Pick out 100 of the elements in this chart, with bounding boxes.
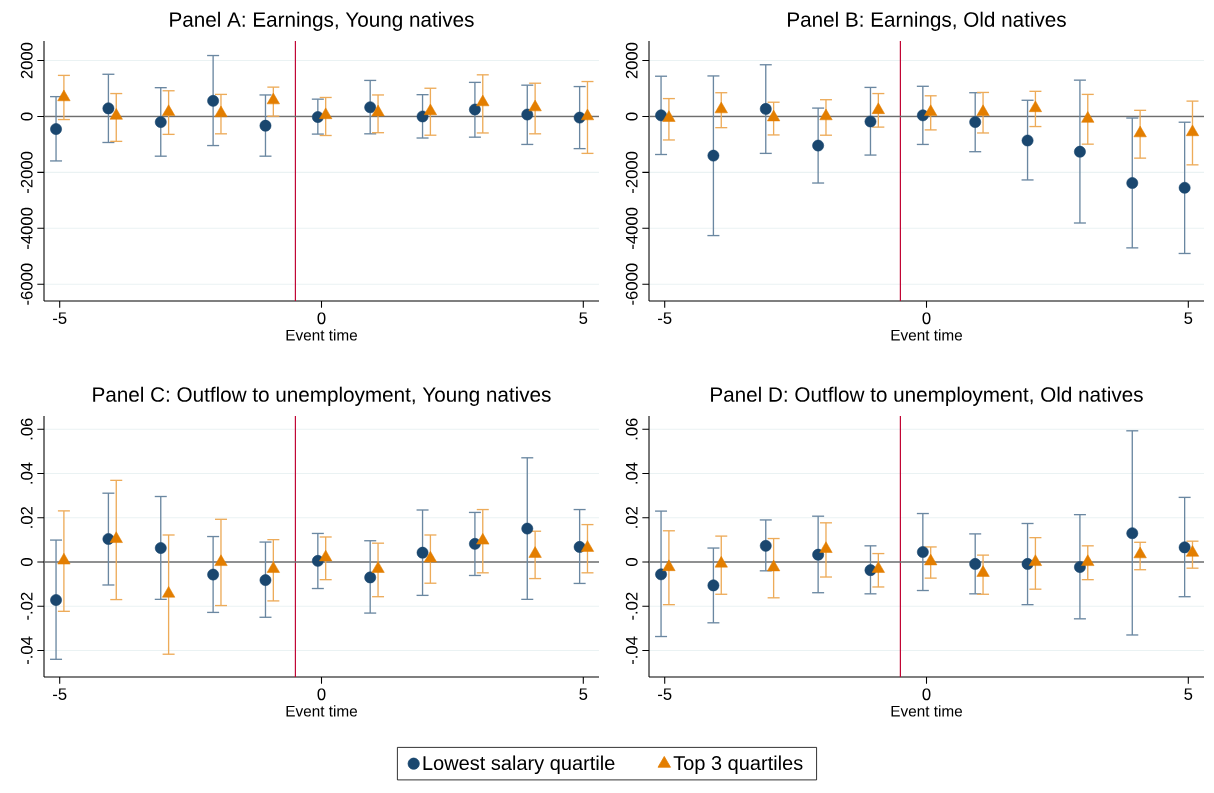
point — [266, 92, 280, 105]
point — [423, 103, 437, 116]
point — [1178, 181, 1191, 194]
point — [469, 103, 481, 116]
x-tick-label: -5 — [658, 312, 672, 325]
point — [1133, 125, 1147, 138]
point — [924, 553, 938, 566]
x-tick-label: 0 — [922, 688, 931, 701]
point — [767, 559, 781, 572]
point — [50, 594, 62, 606]
point — [259, 574, 272, 586]
point — [655, 568, 667, 581]
point — [521, 108, 534, 121]
point — [812, 139, 824, 152]
point — [50, 123, 62, 135]
point — [976, 104, 990, 116]
y-tick-label: .04 — [625, 462, 638, 484]
point — [714, 556, 728, 568]
point — [1081, 554, 1095, 566]
point — [476, 94, 490, 107]
x-axis-title: Event time — [891, 329, 963, 341]
y-tick-label: .02 — [20, 507, 33, 528]
point — [871, 102, 885, 114]
point — [1021, 134, 1034, 147]
x-tick-label: 0 — [317, 312, 326, 325]
point — [423, 550, 437, 563]
x-tick-label: 5 — [579, 312, 588, 325]
y-tick-label: -2000 — [625, 151, 638, 193]
y-tick-label: .06 — [20, 418, 33, 440]
x-tick-label: 0 — [922, 312, 931, 325]
chart-title: Panel B: Earnings, Old natives — [788, 11, 1066, 31]
point — [924, 104, 938, 116]
legend-label: Lowest salary quartile — [423, 755, 615, 775]
y-tick-label: -4000 — [625, 207, 638, 249]
point — [528, 99, 542, 112]
point — [759, 539, 772, 552]
y-tick-label: -6000 — [20, 263, 33, 305]
point — [916, 546, 929, 558]
y-tick-label: .06 — [625, 418, 638, 440]
point — [162, 104, 176, 116]
x-axis-title: Event time — [286, 329, 358, 341]
point — [1126, 177, 1139, 189]
point — [476, 533, 490, 545]
point — [102, 102, 115, 115]
point — [1126, 527, 1139, 540]
y-tick-label: .02 — [625, 507, 638, 528]
x-tick-label: 5 — [579, 688, 588, 701]
point — [1028, 100, 1042, 112]
point — [1185, 545, 1199, 557]
point — [521, 522, 534, 535]
y-tick-label: 0 — [625, 558, 638, 566]
x-tick-label: -5 — [53, 312, 67, 325]
x-tick-label: 0 — [317, 688, 326, 701]
point — [767, 109, 781, 122]
point — [207, 94, 219, 107]
point — [319, 107, 333, 119]
y-tick-label: -.04 — [625, 636, 638, 665]
point — [819, 108, 833, 121]
y-tick-label: 2000 — [20, 42, 33, 79]
point — [707, 579, 720, 592]
y-tick-label: 0 — [625, 112, 638, 121]
y-tick-label: -.04 — [20, 636, 33, 665]
y-tick-label: -.02 — [20, 592, 33, 620]
point — [662, 559, 676, 571]
point — [214, 554, 228, 566]
y-tick-label: 0 — [20, 112, 33, 121]
x-tick-label: -5 — [658, 688, 672, 701]
point — [371, 104, 385, 117]
legend-label: Top 3 quartiles — [673, 755, 803, 775]
point — [109, 108, 123, 120]
x-tick-label: 5 — [1184, 688, 1193, 701]
point — [707, 149, 720, 162]
point — [528, 546, 542, 558]
y-tick-label: -4000 — [20, 207, 33, 249]
point — [57, 89, 71, 102]
point — [416, 110, 429, 123]
point — [109, 531, 123, 543]
point — [1028, 554, 1042, 566]
y-tick-label: -.02 — [625, 592, 638, 620]
point — [259, 119, 272, 132]
point — [969, 116, 982, 128]
point — [1185, 124, 1199, 137]
point — [154, 542, 167, 554]
y-tick-label: -6000 — [625, 263, 638, 305]
point — [662, 110, 676, 122]
point — [266, 561, 280, 573]
point — [819, 541, 833, 553]
point — [207, 568, 219, 581]
y-tick-label: -2000 — [20, 151, 33, 193]
point — [154, 116, 167, 128]
point — [580, 108, 594, 121]
x-tick-label: 5 — [1184, 312, 1193, 325]
x-axis-title: Event time — [891, 705, 963, 717]
point — [1074, 145, 1086, 158]
point — [416, 546, 429, 559]
point — [976, 565, 990, 577]
point — [57, 552, 71, 565]
point — [969, 558, 982, 570]
point — [371, 561, 385, 573]
chart-title: Panel D: Outflow to unemployment, Old natives — [711, 386, 1143, 406]
